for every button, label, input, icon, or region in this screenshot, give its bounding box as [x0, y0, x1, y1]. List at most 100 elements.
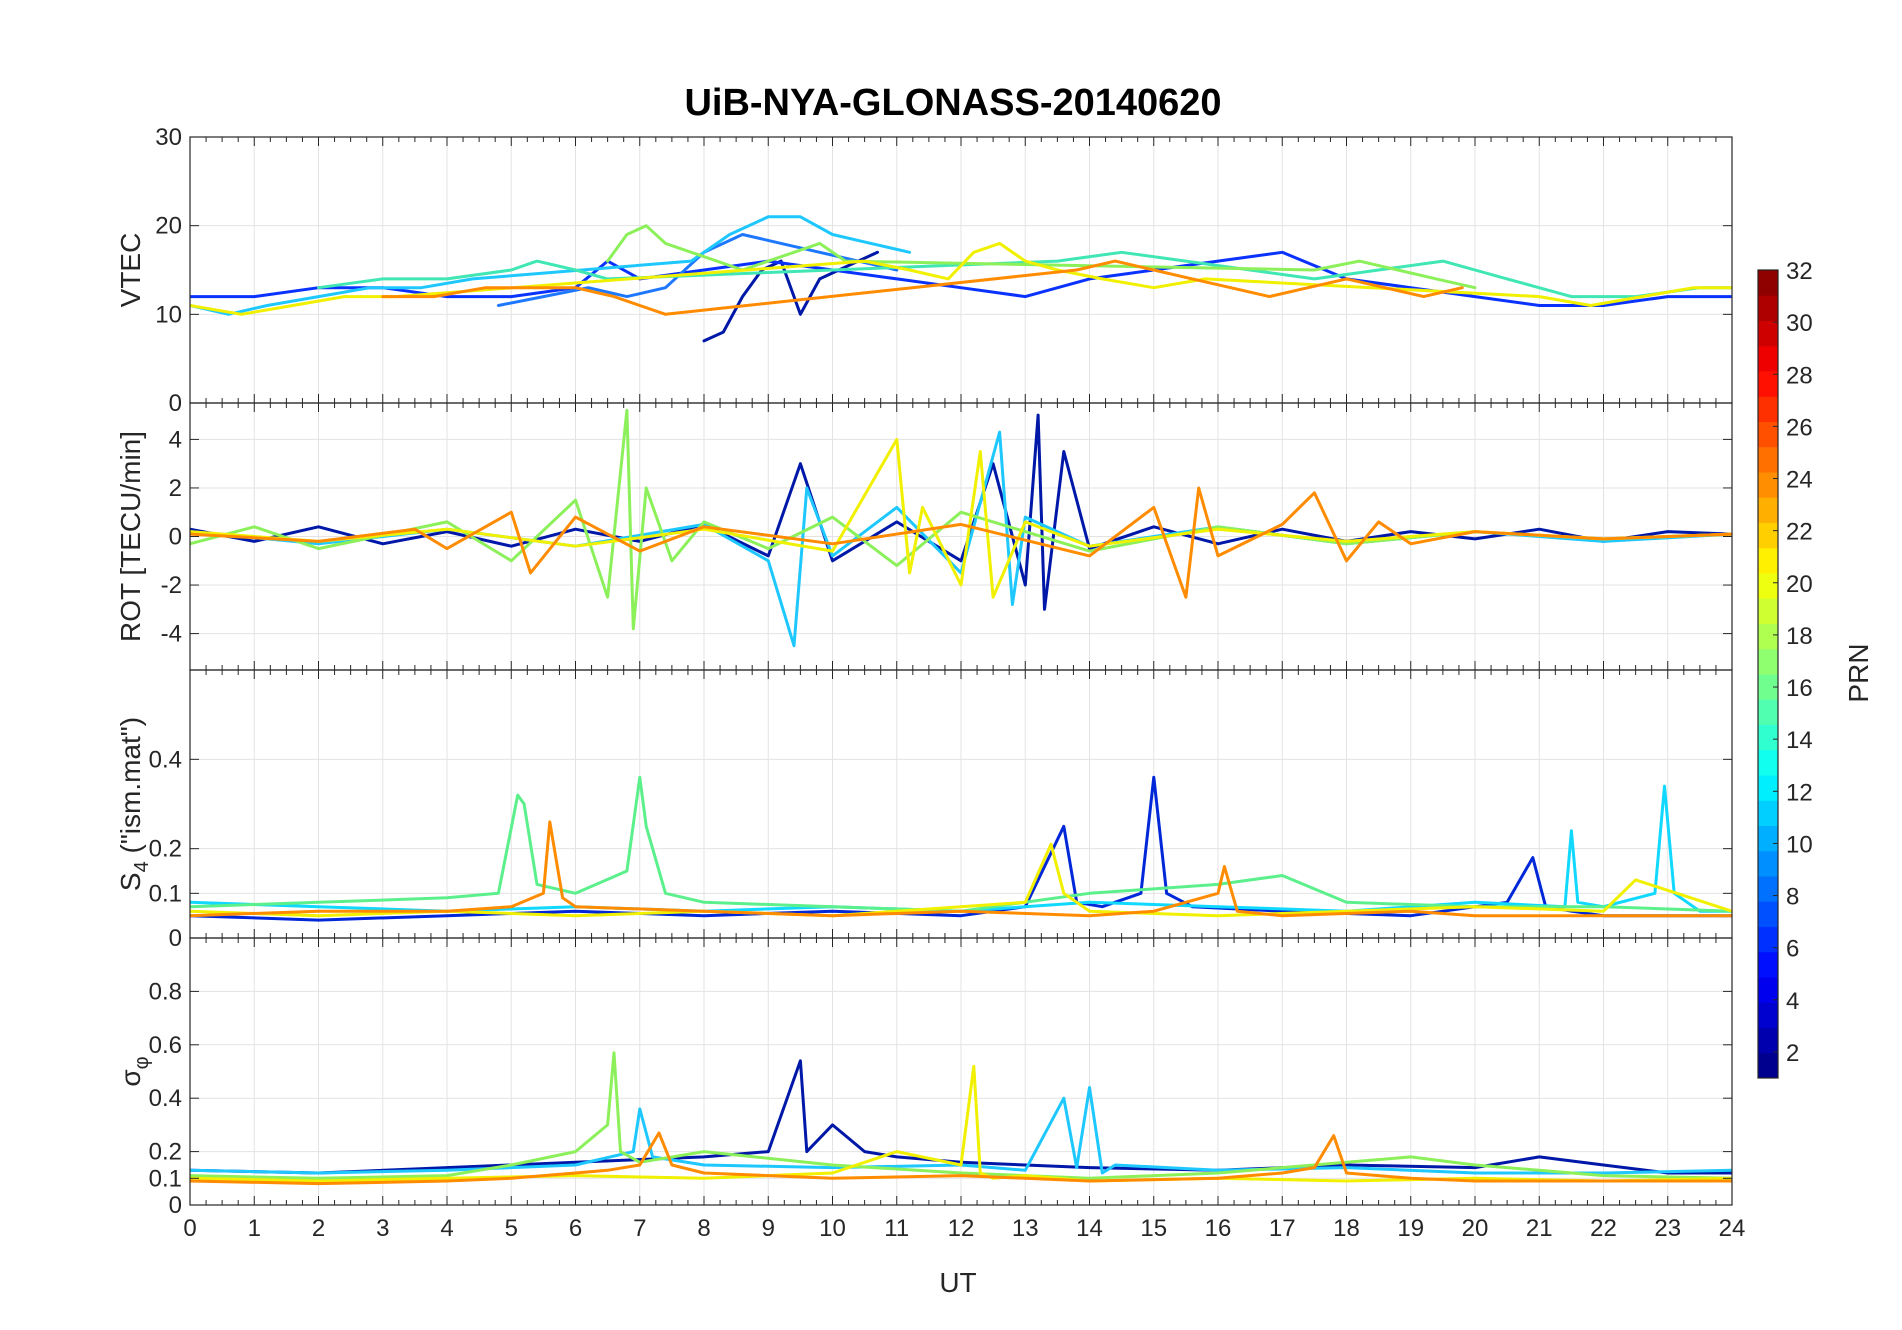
colorbar-tick-label: 10 [1786, 831, 1813, 858]
y-tick-label: 0.2 [149, 1139, 182, 1166]
y-tick-label: 30 [155, 124, 182, 151]
panel-sigma: 00.10.2 0.4 0.6 0.8 σφ [115, 937, 1733, 1219]
colorbar-band [1758, 951, 1778, 978]
panel-vtec: 0 10 20 30 VTEC [115, 124, 1733, 417]
colorbar-band [1758, 522, 1778, 549]
x-tick-label: 21 [1526, 1215, 1553, 1242]
colorbar-tick-label: 14 [1786, 727, 1813, 754]
colorbar-band [1758, 850, 1778, 877]
series-line-prn-2 [190, 413, 1732, 611]
x-tick-label: 16 [1205, 1215, 1232, 1242]
colorbar-tick-label: 28 [1786, 362, 1813, 389]
x-tick-label: 12 [948, 1215, 975, 1242]
series-line-prn-23 [381, 259, 1464, 316]
colorbar-tick-label: 32 [1786, 258, 1813, 285]
y-tick-label: 0.2 [149, 836, 182, 863]
colorbar-band [1758, 1027, 1778, 1054]
colorbar-band [1758, 295, 1778, 321]
colorbar-band [1758, 699, 1778, 725]
series-line-prn-23 [190, 1131, 1732, 1186]
x-tick-label: 6 [569, 1215, 582, 1242]
colorbar-band [1758, 446, 1778, 473]
series-line-prn-14 [317, 250, 1732, 299]
colorbar-tick-label: 20 [1786, 571, 1813, 598]
y-tick-label: 0 [169, 1192, 182, 1219]
colorbar-tick-label: 2 [1786, 1040, 1799, 1067]
colorbar-band [1758, 497, 1778, 523]
y-tick-label: 0 [169, 524, 182, 551]
x-tick-label: 13 [1012, 1215, 1039, 1242]
x-tick-label: 8 [697, 1215, 710, 1242]
x-tick-label: 0 [183, 1215, 196, 1242]
series-line-prn-20 [190, 842, 1732, 918]
series-line-prn-16 [190, 1051, 1732, 1180]
colorbar-band [1758, 800, 1778, 826]
x-tick-label: 9 [762, 1215, 775, 1242]
colorbar-band [1758, 270, 1778, 296]
colorbar-band [1758, 573, 1778, 599]
colorbar-band [1758, 547, 1778, 574]
chart-title: UiB-NYA-GLONASS-20140620 [684, 82, 1221, 124]
x-tick-label: 3 [376, 1215, 389, 1242]
colorbar-tick-label: 6 [1786, 936, 1799, 963]
series-group [190, 408, 1732, 648]
y-tick-label: -4 [161, 621, 182, 648]
y-axis-label: ROT [TECU/min] [115, 431, 146, 642]
x-tick-label: 15 [1140, 1215, 1167, 1242]
colorbar-band [1758, 371, 1778, 397]
x-tick-label: 11 [884, 1215, 909, 1242]
series-line-prn-16 [606, 224, 1477, 290]
series-line-prn-20 [190, 437, 1732, 599]
series-line-prn-20 [190, 241, 1732, 316]
colorbar-band [1758, 1052, 1778, 1079]
y-tick-label: 4 [169, 426, 182, 453]
series-line-prn-2 [702, 250, 879, 343]
y-tick-label: 0.8 [149, 978, 182, 1005]
x-axis-label: UT [939, 1267, 976, 1298]
colorbar-tick-label: 4 [1786, 988, 1799, 1015]
series-line-prn-23 [190, 820, 1732, 918]
x-tick-label: 24 [1719, 1215, 1746, 1242]
panel-s4: 0 0.1 0.2 0.4S4 ("ism.mat") [115, 669, 1733, 952]
x-tick-label: 7 [633, 1215, 646, 1242]
y-tick-label: 0.4 [149, 1085, 182, 1112]
colorbar-tick-label: 8 [1786, 884, 1799, 911]
series-group [190, 1051, 1732, 1186]
series-group [190, 775, 1732, 922]
colorbar-band [1758, 749, 1778, 776]
colorbar-tick-label: 24 [1786, 467, 1813, 494]
y-tick-label: 0.1 [149, 1165, 182, 1192]
colorbar-box [1757, 269, 1779, 1079]
colorbar-tick-label: 18 [1786, 623, 1813, 650]
colorbar-band [1758, 320, 1778, 347]
y-tick-label: 0 [169, 390, 182, 417]
series-line-prn-5 [190, 250, 1732, 307]
x-tick-label: 5 [505, 1215, 518, 1242]
y-axis-label: S4 ("ism.mat") [115, 717, 153, 891]
y-tick-label: 10 [155, 301, 182, 328]
y-tick-label: 2 [169, 475, 182, 502]
x-tick-label: 17 [1269, 1215, 1296, 1242]
x-tick-label: 1 [248, 1215, 261, 1242]
colorbar-tick-label: 16 [1786, 675, 1813, 702]
colorbar-band [1758, 977, 1778, 1003]
x-tick-label: 2 [312, 1215, 325, 1242]
series-group [190, 215, 1732, 343]
x-tick-label: 14 [1076, 1215, 1103, 1242]
colorbar-tick-label: 30 [1786, 310, 1813, 337]
colorbar-band [1758, 674, 1778, 700]
y-tick-label: 0.6 [149, 1032, 182, 1059]
x-axis-ticks: 0 1 2 3 4 5 6 7 8 9 10 11 12 13 14 15 16 17 18 19 20 21 22 23 24 [183, 1215, 1745, 1242]
series-line-prn-23 [190, 486, 1732, 599]
colorbar-tick-label: 12 [1786, 779, 1813, 806]
colorbar-band [1758, 623, 1778, 650]
panel-rot: -4 -2 0 2 4 ROT [TECU/min] [115, 402, 1733, 671]
colorbar-band [1758, 472, 1778, 498]
colorbar-band [1758, 598, 1778, 624]
colorbar-band [1758, 926, 1778, 953]
x-tick-label: 23 [1654, 1215, 1681, 1242]
colorbar-band [1758, 1002, 1778, 1028]
